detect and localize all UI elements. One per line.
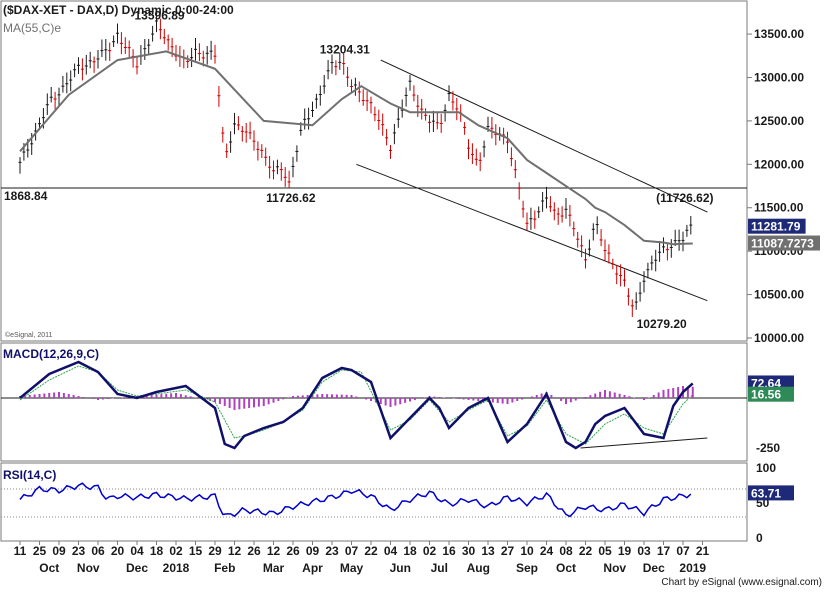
- price-axis-label: 11500.00: [754, 201, 804, 215]
- macd-panel: [0, 342, 748, 462]
- x-day-label: 07: [345, 544, 359, 558]
- x-day-label: 30: [462, 544, 476, 558]
- x-month-label: Sep: [516, 561, 538, 575]
- x-day-label: 29: [208, 544, 222, 558]
- x-day-label: 27: [501, 544, 515, 558]
- x-month-label: Aug: [467, 561, 490, 575]
- x-month-label: May: [340, 561, 364, 575]
- x-day-label: 18: [150, 544, 164, 558]
- x-day-label: 06: [91, 544, 105, 558]
- x-day-label: 09: [306, 544, 320, 558]
- price-value-tag: 11087.7273: [751, 237, 814, 251]
- x-day-label: 12: [228, 544, 242, 558]
- x-day-label: 04: [130, 544, 144, 558]
- ma-legend: MA(55,C)e: [3, 21, 61, 35]
- x-month-label: Nov: [603, 561, 626, 575]
- x-day-label: 05: [598, 544, 612, 558]
- x-day-label: 04: [384, 544, 398, 558]
- price-annotation: 13204.31: [320, 43, 370, 57]
- x-day-label: 18: [403, 544, 417, 558]
- x-day-label: 21: [696, 544, 710, 558]
- x-month-label: Oct: [556, 561, 576, 575]
- x-month-label: Apr: [302, 561, 323, 575]
- x-month-label: Jun: [390, 561, 411, 575]
- channel-line: [380, 59, 708, 213]
- chart-title: ($DAX-XET - DAX,D) Dynamic,0:00-24:00: [3, 3, 234, 17]
- x-month-label: 2019: [679, 561, 706, 575]
- footer-credit: Chart by eSignal (www.esignal.com): [661, 577, 822, 588]
- x-day-label: 03: [637, 544, 651, 558]
- x-day-label: 20: [111, 544, 125, 558]
- rsi-line: [19, 482, 692, 518]
- macd-trendline: [580, 437, 708, 449]
- macd-line: [19, 360, 694, 450]
- x-day-label: 22: [579, 544, 593, 558]
- x-day-label: 13: [481, 544, 495, 558]
- x-month-label: Jul: [431, 561, 448, 575]
- x-day-label: 16: [442, 544, 456, 558]
- x-day-label: 09: [52, 544, 66, 558]
- x-day-label: 11: [14, 544, 27, 558]
- price-annotation: (11726.62): [656, 191, 713, 205]
- rsi-value-tag-bg: [748, 485, 794, 501]
- x-day-label: 08: [559, 544, 573, 558]
- rsi-axis-label: 0: [756, 531, 763, 545]
- watermark: ©eSignal, 2011: [5, 331, 53, 339]
- x-day-label: 25: [33, 544, 47, 558]
- x-day-label: 26: [247, 544, 261, 558]
- macd-axis-label: -250: [756, 441, 780, 455]
- x-month-label: Dec: [643, 561, 665, 575]
- rsi-value-tag: 63.71: [751, 486, 781, 500]
- x-day-label: 17: [657, 544, 671, 558]
- x-day-label: 19: [618, 544, 632, 558]
- x-month-label: Dec: [126, 561, 148, 575]
- x-day-label: 15: [189, 544, 203, 558]
- rsi-axis-label: 100: [756, 461, 776, 475]
- price-annotation: 11726.62: [266, 191, 316, 205]
- x-month-label: Mar: [263, 561, 285, 575]
- x-day-label: 02: [423, 544, 437, 558]
- price-axis-label: 13000.00: [754, 70, 804, 84]
- price-value-tag-bg: [748, 218, 806, 234]
- price-value-tag-bg: [748, 235, 820, 251]
- x-month-label: Oct: [39, 561, 59, 575]
- x-day-label: 02: [169, 544, 183, 558]
- price-value-tag: 11281.79: [751, 220, 801, 234]
- x-day-label: 23: [72, 544, 86, 558]
- x-day-label: 23: [325, 544, 339, 558]
- macd-legend: MACD(12,26,9,C): [3, 347, 99, 361]
- x-month-label: Feb: [214, 561, 235, 575]
- channel-line: [356, 163, 708, 302]
- rsi-panel: [0, 462, 748, 542]
- rsi-legend: RSI(14,C): [3, 468, 56, 482]
- support-line-label: 1868.84: [4, 189, 48, 203]
- price-annotation: 13596.89: [135, 9, 185, 23]
- price-axis-label: 13500.00: [754, 27, 804, 41]
- x-month-label: Nov: [77, 561, 100, 575]
- x-day-label: 22: [364, 544, 378, 558]
- price-axis-label: 10500.00: [754, 288, 804, 302]
- x-day-label: 12: [267, 544, 281, 558]
- x-month-label: 2018: [163, 561, 190, 575]
- price-annotation: 10279.20: [637, 317, 687, 331]
- price-axis-label: 12500.00: [754, 114, 804, 128]
- ma-line: [19, 50, 693, 246]
- macd-value-tag: 16.56: [751, 388, 781, 402]
- x-day-label: 07: [676, 544, 690, 558]
- x-day-label: 24: [540, 544, 554, 558]
- price-axis-label: 10000.00: [754, 331, 804, 345]
- x-day-label: 26: [286, 544, 300, 558]
- price-axis-label: 12000.00: [754, 157, 804, 171]
- x-day-label: 10: [520, 544, 534, 558]
- macd-value-tag-bg: [748, 386, 794, 402]
